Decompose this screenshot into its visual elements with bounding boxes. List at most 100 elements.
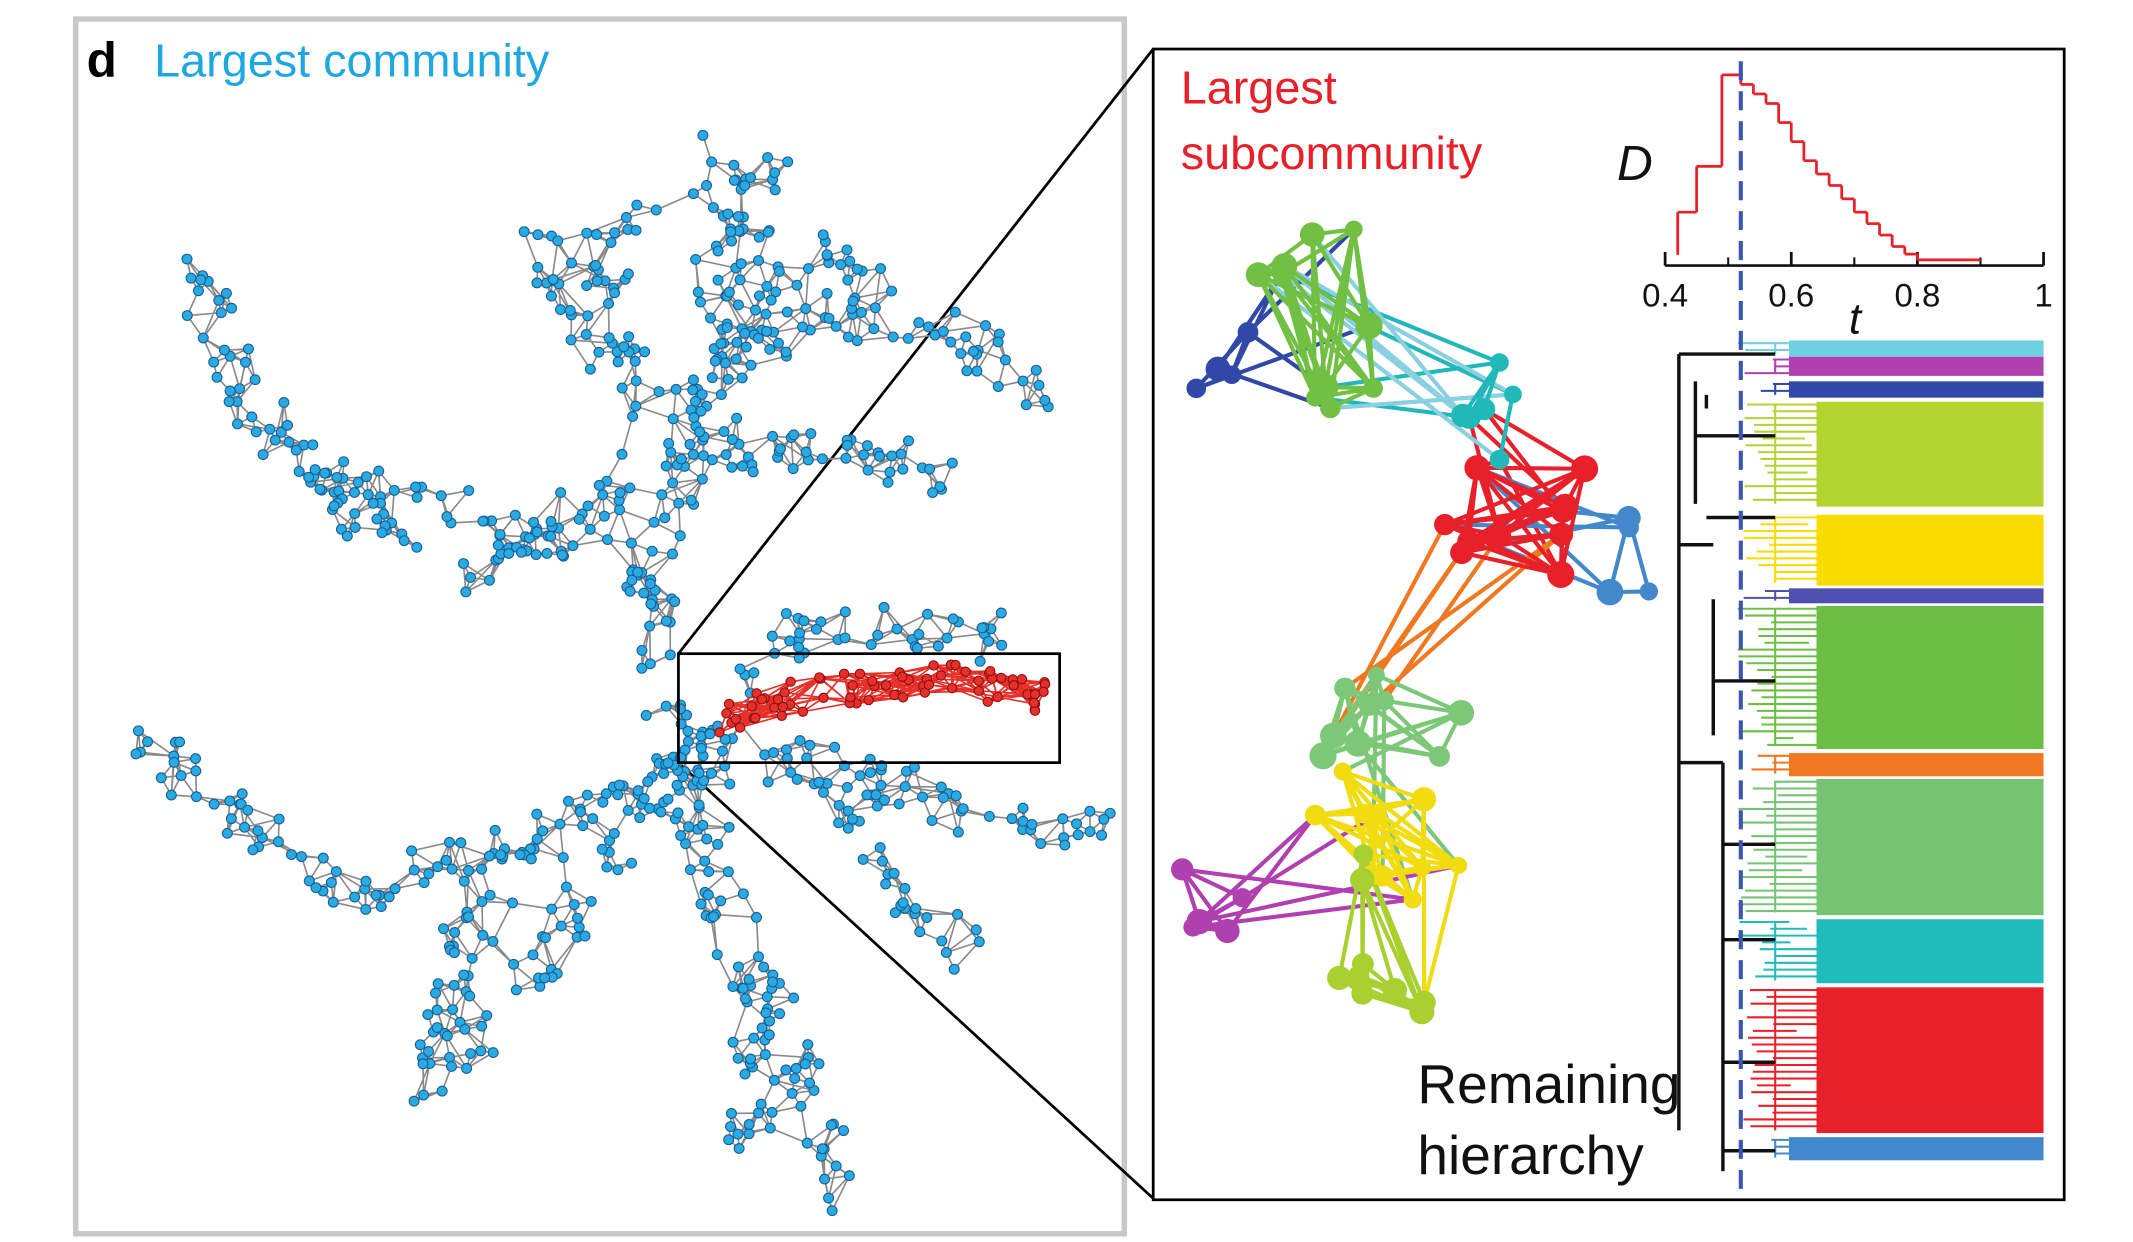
network-node [780,346,792,358]
network-node [281,419,293,431]
network-node [457,558,469,569]
subcommunity-node [750,712,761,724]
network-node [934,481,946,493]
cluster-node [1552,493,1579,520]
network-node [303,875,315,887]
network-node [861,789,873,801]
network-node [431,1022,443,1033]
network-node [823,312,835,324]
subcommunity-node [772,694,784,705]
network-node [597,489,609,501]
network [130,129,1116,1217]
subcommunity-label: Largest [1181,62,1337,114]
network-node [722,373,734,385]
subcommunity-node [880,680,892,691]
network-node [335,523,347,535]
network-node [476,896,488,907]
cluster-node [1490,353,1509,372]
network-node [616,448,628,460]
network-node [753,1107,765,1119]
network-node [181,253,193,265]
panel-label: d [87,32,117,87]
network-node [910,903,922,914]
subcommunity-node [1029,689,1041,700]
network-node [674,530,686,542]
network-node [694,426,706,438]
network-node [715,338,727,350]
network-node [1084,805,1096,817]
network-node [567,540,579,552]
subcommunity-node [928,660,939,671]
network-node [957,803,969,815]
network-node [581,280,593,292]
network-node [821,249,833,261]
network-node [190,765,202,777]
network-node [923,321,935,333]
network-node [749,304,761,316]
network-node [947,613,959,625]
cluster-node [1186,378,1207,399]
network-node [983,810,995,822]
network-node [758,961,770,973]
subcommunity-node [854,668,866,680]
cluster-node [1353,803,1374,824]
network-node [545,530,557,542]
network-node [250,426,262,438]
network-node [581,789,593,801]
cluster-node [1304,804,1326,826]
network-node [735,258,747,270]
network-node [843,1170,855,1182]
network-node [232,418,244,430]
cluster-node [1596,578,1624,606]
network-node [373,465,385,477]
network-node [459,1023,471,1035]
cluster-node [1409,999,1435,1025]
network-node [857,854,869,865]
network-node [213,294,225,306]
network-node [689,395,702,407]
network-node [508,958,520,970]
network-node [817,229,829,241]
network-node [743,1119,755,1130]
network-node [667,477,679,489]
network-node [458,969,470,981]
network-node [936,935,948,947]
network-node [864,767,876,779]
network-node [465,1048,477,1059]
network-node [612,864,624,876]
network-node [662,757,674,769]
network-node [732,961,744,973]
network-node [630,400,642,412]
cluster-node [1382,978,1408,1003]
network-node [756,1022,768,1034]
network-node [296,851,308,863]
dendrogram-band [1788,356,2044,376]
network-node [882,476,894,488]
network-node [552,235,564,247]
step-riser [1676,74,1919,260]
network-node [770,286,782,298]
link-edges [1181,811,1460,933]
cluster-node [1309,742,1337,770]
network-node [630,375,642,387]
network-node [448,947,460,959]
cluster-node [1403,890,1422,909]
network-node [360,903,372,915]
zoom-line [677,761,1155,1200]
network-node [876,855,888,867]
network-node [768,1074,780,1086]
network-node [995,607,1007,619]
network-node [903,435,915,447]
network-node [793,641,805,653]
network-node [847,295,859,307]
subcommunity-node [982,696,994,707]
cluster-node [1205,356,1231,382]
network-node [438,923,450,935]
network-node [704,312,716,324]
cluster-node [1434,513,1456,536]
network-node [740,341,752,353]
network-node [623,331,635,343]
network-node [235,798,247,810]
subcommunity-node [889,689,900,701]
network-node [349,891,361,903]
